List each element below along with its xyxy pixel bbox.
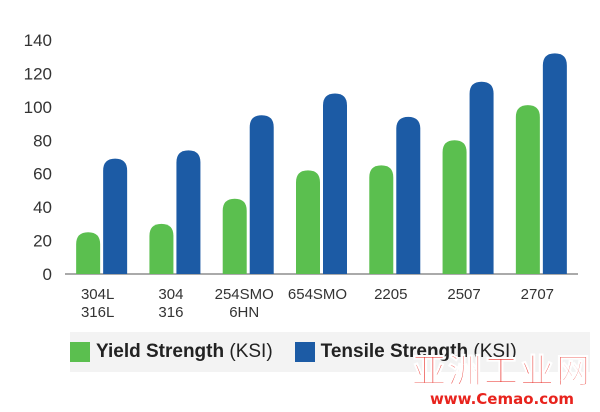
bar-yield <box>222 198 247 274</box>
chart-legend: Yield Strength (KSI) Tensile Strength (K… <box>70 332 590 372</box>
y-tick-label: 120 <box>24 64 52 83</box>
bar-tensile <box>249 115 274 274</box>
y-tick-label: 20 <box>33 232 52 251</box>
x-category-label: 6HN <box>229 304 259 321</box>
legend-item-tensile: Tensile Strength (KSI) <box>294 341 517 363</box>
bar-tensile <box>542 53 567 274</box>
x-category-label: 2507 <box>447 286 480 303</box>
y-tick-label: 60 <box>33 165 52 184</box>
legend-label-tensile: Tensile Strength (KSI) <box>320 341 517 362</box>
bar-tensile <box>469 81 494 275</box>
x-category-label: 254SMO <box>215 286 274 303</box>
bar-yield <box>442 140 467 274</box>
y-tick-label: 80 <box>33 131 52 150</box>
legend-item-yield: Yield Strength (KSI) <box>70 341 273 363</box>
x-category-label: 654SMO <box>288 286 347 303</box>
watermark-logo: 亚洲工业网 www.Cemao.com <box>412 352 592 409</box>
x-category-label: 304 <box>158 286 183 303</box>
y-tick-label: 0 <box>43 265 52 284</box>
watermark-url: www.Cemao.com <box>429 390 575 408</box>
x-category-label: 304L <box>81 286 114 303</box>
y-tick-label: 40 <box>33 198 52 217</box>
bar-yield <box>76 232 101 274</box>
legend-swatch-yield <box>70 342 90 362</box>
bar-tensile <box>323 93 347 274</box>
bar-yield <box>369 165 394 274</box>
bar-yield <box>515 105 540 274</box>
x-category-label: 316 <box>158 304 183 321</box>
bar-tensile <box>103 158 128 274</box>
legend-swatch-tensile <box>294 342 315 362</box>
watermark-text: 亚洲工业网 <box>412 352 592 392</box>
bar-yield <box>149 223 174 274</box>
bar-yield <box>296 170 320 274</box>
y-tick-label: 140 <box>24 31 52 50</box>
x-category-label: 316L <box>81 304 114 321</box>
x-category-label: 2205 <box>374 286 407 303</box>
x-category-label: 2707 <box>521 286 554 303</box>
bar-tensile <box>396 116 421 274</box>
y-tick-label: 100 <box>24 98 52 117</box>
legend-label-yield: Yield Strength (KSI) <box>96 341 273 362</box>
bar-tensile <box>176 150 201 274</box>
